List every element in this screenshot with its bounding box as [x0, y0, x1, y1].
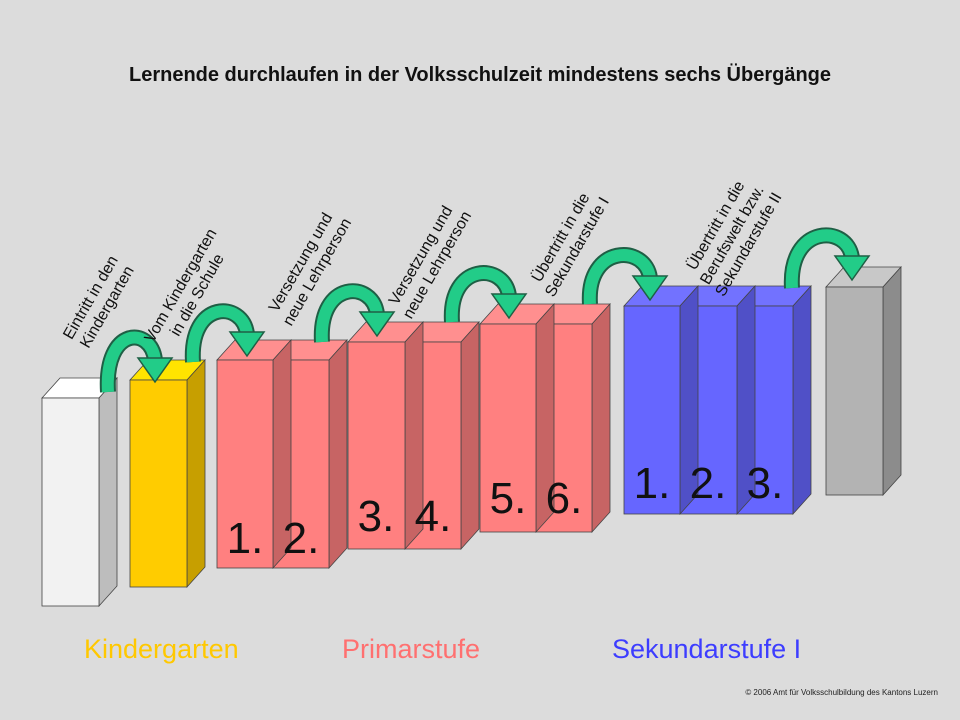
transition-arrow [783, 227, 871, 289]
transition-arrow [184, 303, 266, 363]
transition-arrow [443, 265, 528, 323]
grade-label: 2. [690, 459, 727, 508]
block-sekundarstufe-2 [825, 265, 902, 497]
block-kindergarten [129, 358, 206, 589]
stage-label-sekundarstufe: Sekundarstufe I [612, 634, 802, 664]
grade-label: 2. [283, 514, 320, 563]
grade-label: 1. [634, 459, 671, 508]
transition-caption: Versetzung undneue Lehrperson [263, 206, 355, 329]
transition-arrow [581, 247, 669, 305]
grade-label: 3. [747, 459, 784, 508]
transition-arrow [313, 283, 396, 343]
grade-label: 4. [415, 492, 452, 541]
copyright-note: © 2006 Amt für Volksschulbildung des Kan… [745, 688, 938, 697]
transition-caption: Versetzung undneue Lehrperson [383, 199, 475, 322]
block-grade-5 [479, 302, 555, 534]
grade-label: 1. [227, 514, 264, 563]
grade-label: 6. [546, 474, 583, 523]
grade-label: 5. [490, 474, 527, 523]
block-sek-1 [623, 284, 699, 516]
diagram-title: Lernende durchlaufen in der Volksschulze… [128, 64, 832, 86]
block-grade-1 [216, 338, 292, 570]
block-before-kindergarten [41, 376, 118, 608]
transition-caption: Übertritt in dieBerufswelt bzw.Sekundars… [679, 171, 786, 300]
grade-label: 3. [358, 492, 395, 541]
stage-label-primarstufe: Primarstufe [342, 634, 481, 664]
stage-label-kindergarten: Kindergarten [84, 634, 239, 664]
block-grade-3 [347, 320, 424, 551]
transition-arrow [99, 329, 174, 393]
